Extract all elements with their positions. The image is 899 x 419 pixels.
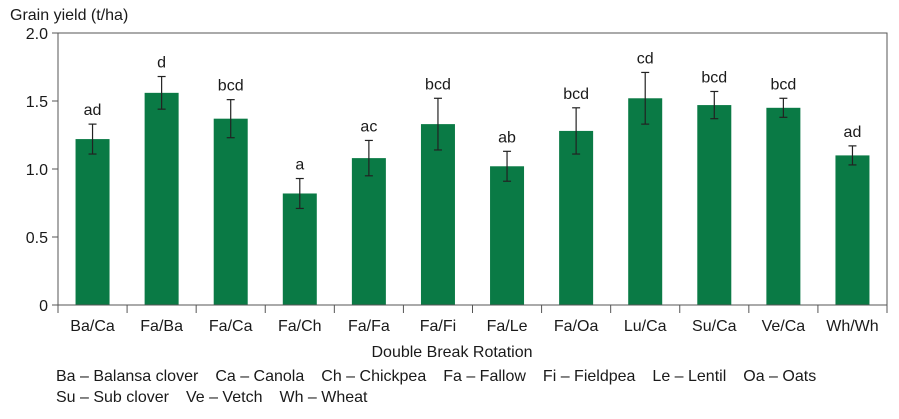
y-tick-label: 1.5 [26, 94, 48, 111]
significance-label: bcd [218, 78, 244, 95]
bar [697, 105, 732, 305]
legend-entry: Le – Lentil [652, 368, 727, 385]
y-axis-title: Grain yield (t/ha) [10, 7, 128, 24]
abbreviation-legend-line-2: Su – Sub clover Ve – Vetch Wh – Wheat [56, 389, 385, 407]
x-tick-label: Fa/Ch [278, 318, 322, 335]
bar [351, 158, 386, 305]
x-tick-label: Lu/Ca [624, 318, 667, 335]
x-tick-label: Ve/Ca [762, 318, 806, 335]
x-axis: Ba/Ca Fa/Ba Fa/Ca Fa/Ch Fa/Fa Fa/Fi Fa/Le Fa/Oa… [57, 305, 888, 335]
y-tick-label: 0.5 [26, 230, 48, 247]
x-tick-label: Fa/Ba [140, 318, 183, 335]
legend-entry: Ve – Vetch [185, 389, 263, 406]
bars-group: ad d bcd a ac bcd ab bcd cd bcd bcd ad [75, 50, 870, 306]
bar [628, 98, 663, 305]
legend-entry: Su – Sub clover [56, 389, 169, 406]
y-tick-label: 0 [39, 298, 48, 315]
legend-entry: Wh – Wheat [279, 389, 368, 406]
abbreviation-legend-line-1: Ba – Balansa clover Ca – Canola Ch – Chick… [56, 368, 833, 386]
significance-label: bcd [701, 69, 727, 86]
bar [282, 193, 317, 305]
legend-entry: Oa – Oats [743, 368, 817, 385]
bar [144, 92, 179, 305]
legend-entry: Ba – Balansa clover [56, 368, 199, 385]
x-tick-label: Wh/Wh [826, 318, 878, 335]
x-tick-label: Fa/Oa [554, 318, 599, 335]
legend-entry: Fi – Fieldpea [542, 368, 636, 385]
significance-label: ac [360, 118, 377, 135]
significance-label: ad [84, 102, 102, 119]
significance-label: a [295, 157, 304, 174]
significance-label: cd [637, 50, 654, 67]
x-tick-label: Su/Ca [692, 318, 737, 335]
legend-entry: Ch – Chickpea [321, 368, 427, 385]
x-tick-label: Fa/Ca [209, 318, 253, 335]
y-axis: 0 0.5 1.0 1.5 2.0 [26, 26, 58, 315]
significance-label: ab [498, 129, 516, 146]
legend-entry: Ca – Canola [215, 368, 305, 385]
plot-frame [57, 32, 888, 306]
x-axis-title: Double Break Rotation [372, 344, 533, 360]
x-tick-label: Fa/Le [487, 318, 528, 335]
bar [420, 124, 455, 306]
bar [559, 130, 594, 305]
x-tick-label: Ba/Ca [70, 318, 115, 335]
significance-label: ad [844, 124, 862, 141]
bar [766, 107, 801, 305]
bar [213, 118, 248, 306]
legend-entry: Fa – Fallow [443, 368, 526, 385]
bar [75, 139, 110, 305]
significance-label: bcd [425, 76, 451, 93]
significance-label: d [157, 55, 166, 72]
bar-chart: Grain yield (t/ha) 00.51.01.52.0 addbcda… [10, 7, 888, 360]
y-tick-label: 1.0 [26, 162, 48, 179]
y-tick-label: 2.0 [26, 26, 48, 43]
bar [835, 155, 870, 305]
x-tick-label: Fa/Fa [348, 318, 390, 335]
bar [490, 166, 525, 305]
significance-label: bcd [770, 76, 796, 93]
significance-label: bcd [563, 86, 589, 103]
x-tick-label: Fa/Fi [420, 318, 456, 335]
